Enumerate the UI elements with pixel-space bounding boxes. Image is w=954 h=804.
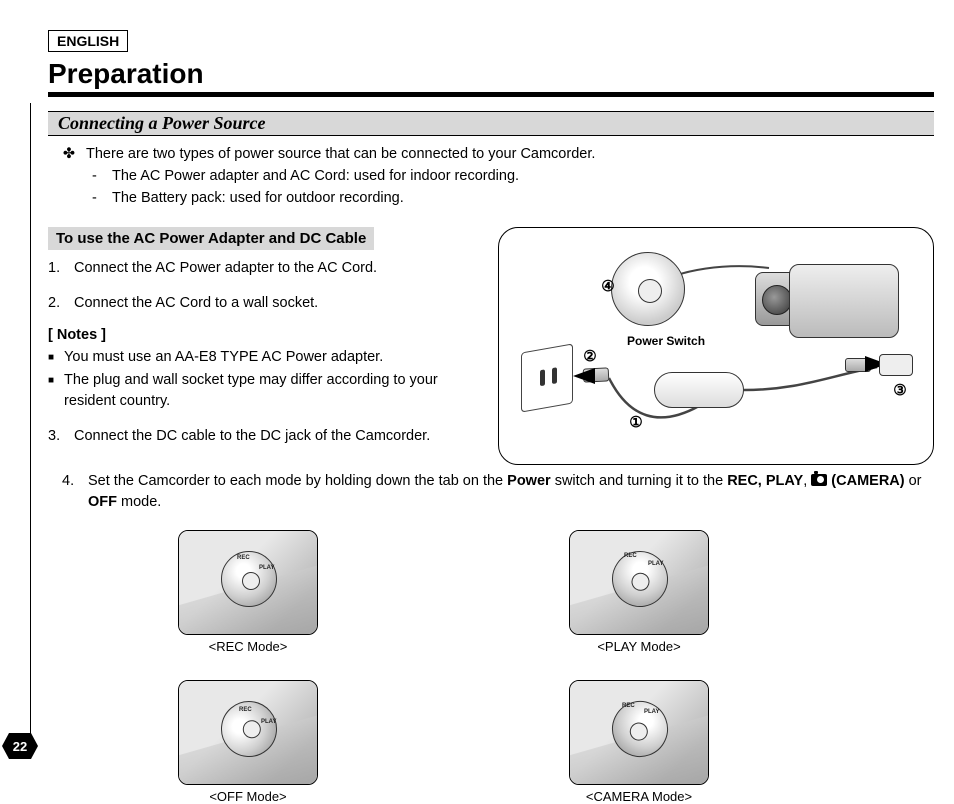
mode-label-play: <PLAY Mode>: [569, 639, 709, 654]
manual-page: ENGLISH Preparation Connecting a Power S…: [48, 30, 934, 759]
intro-text: There are two types of power source that…: [86, 144, 595, 166]
dash-icon: -: [92, 166, 102, 188]
procedure-label: To use the AC Power Adapter and DC Cable: [48, 227, 374, 250]
mode-play: REC PLAY <PLAY Mode>: [569, 530, 709, 654]
mode-label-rec: <REC Mode>: [178, 639, 318, 654]
note-1: You must use an AA-E8 TYPE AC Power adap…: [64, 347, 383, 368]
square-bullet-icon: ■: [48, 347, 54, 368]
language-label: ENGLISH: [48, 30, 128, 52]
step4-camera: (CAMERA): [831, 473, 904, 489]
mode-rec: REC PLAY <REC Mode>: [178, 530, 318, 654]
intro-sub1: The AC Power adapter and AC Cord: used f…: [112, 166, 519, 188]
dash-icon: -: [92, 188, 102, 210]
dial-rec-label: REC: [624, 553, 637, 559]
intro-sub2: The Battery pack: used for outdoor recor…: [112, 188, 404, 210]
dial-play-label: PLAY: [261, 719, 276, 725]
intro-block: ✤ There are two types of power source th…: [48, 144, 934, 209]
step-4: 4. Set the Camcorder to each mode by hol…: [48, 471, 934, 512]
dial-play-label: PLAY: [648, 561, 663, 567]
step-num: 3.: [48, 426, 66, 446]
right-column: Power Switch ① ② ③ ④: [498, 227, 934, 465]
dial-rec-label: REC: [622, 703, 635, 709]
step4-comma: ,: [803, 473, 811, 489]
dial-play-label: PLAY: [644, 709, 659, 715]
bullet-icon: ✤: [62, 144, 76, 166]
callout-3: ③: [891, 382, 909, 400]
power-switch-dial-icon: [611, 252, 685, 326]
callout-2: ②: [581, 348, 599, 366]
left-column: To use the AC Power Adapter and DC Cable…: [48, 227, 470, 465]
step4-power: Power: [507, 473, 551, 489]
step4-end: mode.: [117, 494, 161, 510]
step-2: Connect the AC Cord to a wall socket.: [74, 293, 318, 313]
callout-1: ①: [627, 414, 645, 432]
notes-title: [ Notes ]: [48, 327, 470, 343]
power-switch-label: Power Switch: [627, 334, 705, 348]
step4-mid: switch and turning it to the: [551, 473, 728, 489]
dial-rec-label: REC: [239, 707, 252, 713]
page-title: Preparation: [48, 58, 934, 90]
camcorder-icon: [755, 250, 915, 350]
step4-or: or: [905, 473, 922, 489]
mode-camera: REC PLAY <CAMERA Mode>: [569, 680, 709, 804]
mode-label-camera: <CAMERA Mode>: [569, 789, 709, 804]
mode-label-off: <OFF Mode>: [178, 789, 318, 804]
page-number-badge: 22: [2, 733, 38, 759]
connection-diagram: Power Switch ① ② ③ ④: [498, 227, 934, 465]
step4-pre: Set the Camcorder to each mode by holdin…: [88, 473, 507, 489]
camera-icon: [811, 474, 827, 486]
step-num: 4.: [62, 471, 80, 512]
note-2: The plug and wall socket type may differ…: [64, 370, 470, 412]
ac-adapter-icon: [654, 372, 744, 408]
square-bullet-icon: ■: [48, 370, 54, 412]
mode-grid: REC PLAY <REC Mode> REC PLAY <PLAY Mode>…: [48, 530, 934, 804]
dial-rec-label: REC: [237, 555, 250, 561]
dial-play-label: PLAY: [259, 565, 274, 571]
step-1: Connect the AC Power adapter to the AC C…: [74, 258, 377, 278]
page-number: 22: [2, 733, 38, 759]
mode-off: REC PLAY <OFF Mode>: [178, 680, 318, 804]
step4-off: OFF: [88, 494, 117, 510]
section-subtitle: Connecting a Power Source: [48, 111, 934, 136]
step-num: 2.: [48, 293, 66, 313]
title-rule: [48, 92, 934, 97]
dc-jack-icon: [879, 354, 913, 376]
callout-4: ④: [599, 278, 617, 296]
step-3: Connect the DC cable to the DC jack of t…: [74, 426, 430, 446]
step-num: 1.: [48, 258, 66, 278]
step4-recplay: REC, PLAY: [727, 473, 803, 489]
side-rule: [30, 103, 31, 749]
